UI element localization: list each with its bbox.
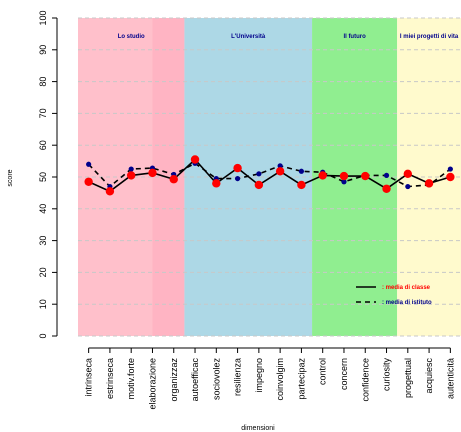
x-tick-label-17: autenticità bbox=[445, 358, 455, 399]
series-0-point-1 bbox=[105, 187, 115, 196]
legend: : media di classe : media di istituto bbox=[356, 285, 432, 306]
x-tick-label-12: concern bbox=[339, 358, 349, 390]
y-tick-label-60: 60 bbox=[38, 140, 48, 150]
y-tick-label-10: 10 bbox=[38, 299, 48, 309]
series-0-point-2 bbox=[126, 171, 136, 180]
x-tick-label-6: sociovolez bbox=[211, 358, 221, 401]
band-label-3: I miei progetti di vita bbox=[400, 34, 459, 40]
series-0-point-10 bbox=[297, 180, 306, 190]
x-tick-label-15: progettual bbox=[403, 358, 413, 398]
series-1-point-0 bbox=[86, 161, 92, 167]
x-tick-label-4: organizzaz bbox=[169, 358, 179, 402]
series-0-point-14 bbox=[382, 184, 391, 193]
series-0-point-13 bbox=[361, 171, 370, 181]
x-tick-label-14: curiosity bbox=[382, 358, 392, 392]
x-tick-label-11: control bbox=[318, 358, 328, 385]
series-1-point-7 bbox=[234, 175, 241, 182]
y-tick-label-100: 100 bbox=[38, 10, 48, 25]
x-tick-label-8: impegno bbox=[254, 358, 264, 393]
series-1-point-10 bbox=[298, 168, 305, 174]
series-1-point-12 bbox=[341, 179, 347, 185]
x-tick-label-2: motiv.forte bbox=[126, 358, 136, 399]
series-1-point-2 bbox=[128, 166, 134, 172]
x-tick-label-0: intrinseca bbox=[84, 358, 94, 397]
x-tick-label-13: confidence bbox=[360, 358, 370, 402]
y-tick-label-50: 50 bbox=[38, 172, 48, 182]
gridlines bbox=[78, 17, 461, 337]
x-tick-label-3: elaborazione bbox=[147, 358, 157, 410]
series-0-point-17 bbox=[446, 172, 455, 182]
x-axis-title: dimensioni bbox=[241, 425, 275, 432]
legend-label-0: : media di classe bbox=[382, 285, 431, 291]
series-1-point-15 bbox=[405, 183, 411, 190]
x-tick-label-1: estrinseca bbox=[105, 358, 115, 399]
series-0-point-7 bbox=[233, 163, 242, 173]
y-tick-label-80: 80 bbox=[38, 77, 48, 87]
series-0-point-0 bbox=[84, 177, 93, 186]
series-0-point-9 bbox=[275, 167, 285, 176]
series-1-point-17 bbox=[447, 166, 453, 172]
band-label-1: L'Università bbox=[231, 34, 266, 40]
series-0-point-12 bbox=[339, 171, 349, 181]
series-0-point-5 bbox=[190, 155, 200, 164]
y-tick-label-20: 20 bbox=[38, 267, 48, 277]
series-0-point-4 bbox=[169, 175, 178, 184]
section-labels: Lo studio L'Università Il futuro I miei pro… bbox=[118, 34, 459, 40]
series-0-point-16 bbox=[424, 179, 434, 188]
series-0-point-3 bbox=[148, 168, 157, 178]
x-tick-label-5: autoefficac bbox=[190, 358, 200, 402]
y-tick-label-30: 30 bbox=[38, 236, 48, 246]
x-tick-label-9: coinvolgim bbox=[275, 358, 285, 401]
legend-label-1: : media di istituto bbox=[382, 300, 432, 306]
series-line-1 bbox=[88, 162, 451, 188]
band-label-0: Lo studio bbox=[118, 34, 145, 40]
x-tick-label-7: resilienza bbox=[233, 358, 243, 396]
x-tick-label-16: acquiesc bbox=[424, 358, 434, 394]
y-tick-label-40: 40 bbox=[38, 204, 48, 214]
series-0-point-8 bbox=[254, 180, 264, 190]
x-tick-label-10: partecipaz bbox=[296, 358, 306, 400]
series-points bbox=[84, 155, 455, 196]
y-axis-title: score bbox=[7, 169, 14, 186]
series-0-point-11 bbox=[318, 171, 327, 180]
series-0-point-15 bbox=[403, 169, 413, 179]
series-0-point-6 bbox=[212, 179, 221, 188]
y-tick-label-70: 70 bbox=[38, 108, 48, 118]
x-axis: intrinseca estrinseca motiv.forte elaborazi… bbox=[84, 347, 455, 410]
series-1-point-9 bbox=[277, 163, 283, 169]
band-label-2: Il futuro bbox=[343, 34, 366, 40]
y-tick-label-90: 90 bbox=[38, 45, 48, 55]
y-tick-label-0: 0 bbox=[38, 333, 48, 338]
y-axis: 0 10 20 30 40 50 60 70 80 90 100 bbox=[38, 10, 58, 339]
series-1-point-8 bbox=[256, 171, 262, 177]
series-1-point-14 bbox=[383, 172, 390, 179]
